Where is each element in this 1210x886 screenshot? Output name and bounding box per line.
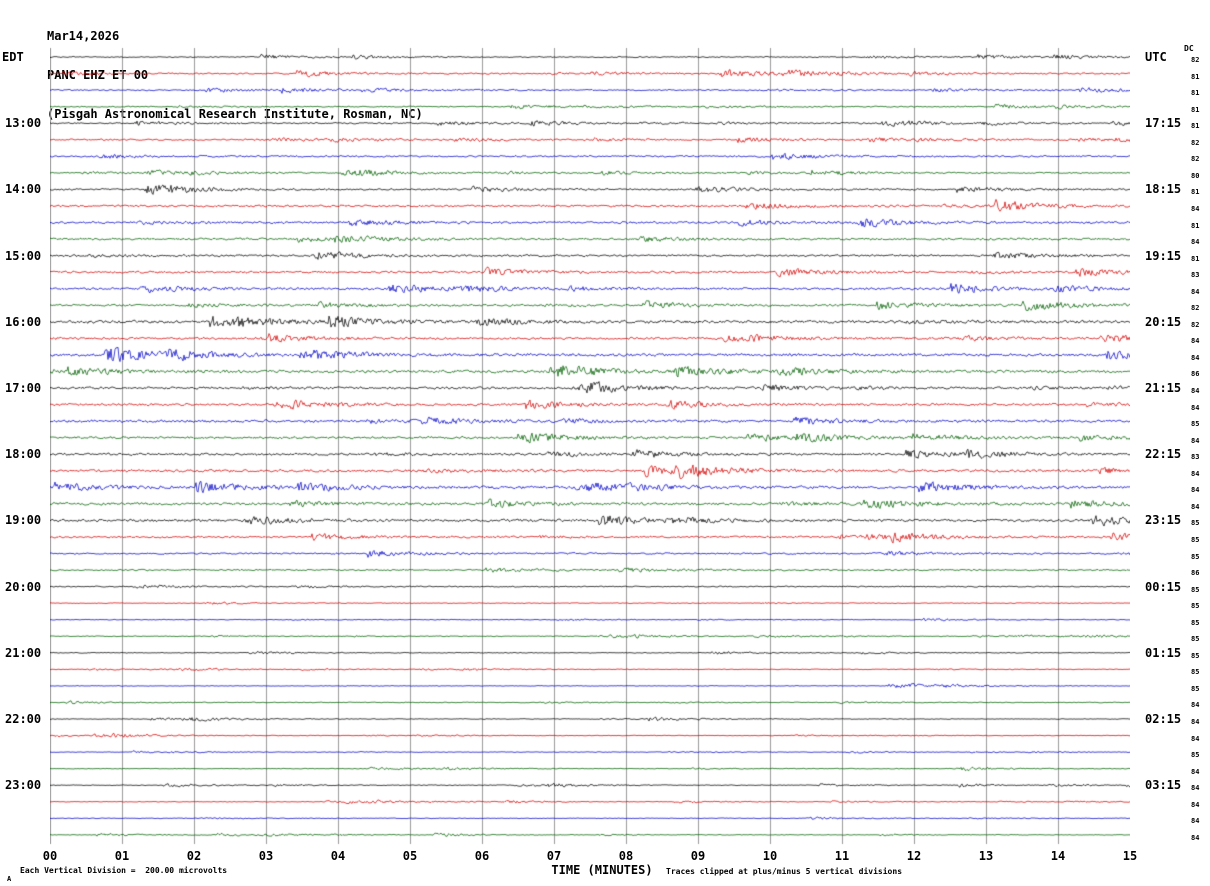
dc-value: 84 (1191, 486, 1200, 495)
dc-value: 85 (1191, 618, 1200, 627)
dc-value: 85 (1191, 684, 1200, 693)
utc-axis-title: UTC (1145, 50, 1167, 64)
edt-hour-label: 23:00 (5, 778, 42, 793)
dc-value: 84 (1191, 238, 1200, 247)
utc-hour-label: 01:15 (1145, 645, 1182, 660)
dc-column-header: DC (1184, 44, 1194, 53)
corner-mark: A (7, 875, 12, 883)
x-tick-label: 01 (114, 849, 130, 863)
dc-value: 84 (1191, 502, 1200, 511)
dc-value: 84 (1191, 287, 1200, 296)
x-tick-label: 04 (330, 849, 346, 863)
dc-value: 85 (1191, 602, 1200, 611)
dc-value: 84 (1191, 387, 1200, 395)
dc-value: 84 (1191, 800, 1200, 809)
x-tick-label: 12 (906, 849, 922, 863)
edt-hour-label: 16:00 (5, 314, 42, 329)
dc-value: 81 (1191, 221, 1200, 230)
dc-value: 82 (1191, 304, 1200, 313)
dc-value: 82 (1191, 320, 1200, 329)
dc-value: 85 (1191, 585, 1200, 594)
dc-value: 84 (1191, 403, 1200, 412)
edt-hour-label: 13:00 (5, 116, 42, 131)
dc-value: 84 (1191, 204, 1200, 213)
edt-hour-label: 21:00 (5, 645, 42, 660)
utc-hour-label: 00:15 (1145, 579, 1182, 594)
utc-hour-label: 18:15 (1145, 182, 1182, 197)
x-tick-label: 15 (1122, 849, 1138, 863)
dc-value: 85 (1191, 420, 1200, 429)
dc-value: 84 (1191, 337, 1200, 346)
dc-value: 82 (1191, 56, 1200, 64)
utc-hour-label: 03:15 (1145, 778, 1182, 793)
edt-hour-label: 22:00 (5, 712, 42, 726)
x-tick-label: 14 (1050, 849, 1066, 863)
x-tick-label: 03 (258, 849, 274, 863)
utc-hour-label: 02:15 (1145, 712, 1182, 726)
dc-value: 85 (1191, 535, 1200, 544)
dc-value: 84 (1191, 734, 1200, 743)
dc-value: 84 (1191, 833, 1200, 842)
utc-hour-label: 19:15 (1145, 248, 1182, 263)
dc-value: 84 (1191, 767, 1200, 776)
dc-value: 81 (1191, 72, 1200, 81)
utc-hour-label: 20:15 (1145, 314, 1182, 329)
edt-axis-title: EDT (2, 50, 24, 64)
dc-value: 85 (1191, 668, 1200, 677)
dc-value: 81 (1191, 188, 1200, 197)
edt-hour-label: 18:00 (5, 447, 42, 462)
dc-value: 83 (1191, 453, 1200, 462)
x-tick-label: 00 (42, 849, 58, 863)
x-tick-label: 05 (402, 849, 418, 863)
dc-value: 85 (1191, 635, 1200, 644)
dc-value: 84 (1191, 817, 1200, 826)
scale-note: Each Vertical Division = 200.00 microvol… (20, 866, 228, 875)
dc-value: 84 (1191, 701, 1200, 710)
dc-value: 83 (1191, 271, 1200, 280)
dc-value: 86 (1191, 370, 1200, 379)
edt-hour-label: 19:00 (5, 513, 42, 528)
x-tick-label: 08 (618, 849, 634, 863)
dc-value: 80 (1191, 171, 1200, 180)
x-tick-label: 02 (186, 849, 202, 863)
dc-value: 85 (1191, 552, 1200, 561)
dc-value: 84 (1191, 469, 1200, 478)
utc-hour-label: 17:15 (1145, 116, 1182, 131)
dc-value: 82 (1191, 138, 1200, 147)
x-tick-label: 13 (978, 849, 994, 863)
utc-hour-label: 22:15 (1145, 447, 1182, 462)
dc-value: 84 (1191, 436, 1200, 445)
dc-value: 81 (1191, 89, 1200, 98)
edt-hour-label: 14:00 (5, 182, 42, 197)
dc-value: 81 (1191, 105, 1200, 114)
edt-hour-label: 20:00 (5, 579, 42, 594)
utc-hour-label: 23:15 (1145, 513, 1182, 528)
clip-note: Traces clipped at plus/minus 5 vertical … (666, 867, 903, 876)
dc-value: 84 (1191, 353, 1200, 362)
dc-value: 81 (1191, 254, 1200, 263)
dc-value: 84 (1191, 784, 1200, 793)
seismogram-canvas (50, 46, 1130, 848)
dc-value: 82 (1191, 155, 1200, 164)
dc-value: 85 (1191, 519, 1200, 528)
x-tick-label: 10 (762, 849, 778, 863)
x-tick-label: 06 (474, 849, 490, 863)
utc-hour-label: 21:15 (1145, 381, 1182, 395)
dc-value: 84 (1191, 718, 1200, 726)
edt-hour-label: 15:00 (5, 248, 42, 263)
dc-value: 85 (1191, 751, 1200, 760)
dc-value: 85 (1191, 651, 1200, 660)
date-line: Mar14,2026 (47, 29, 120, 43)
x-tick-label: 09 (690, 849, 706, 863)
x-tick-label: 11 (834, 849, 850, 863)
edt-hour-label: 17:00 (5, 381, 42, 395)
dc-value: 86 (1191, 569, 1200, 578)
x-axis-label: TIME (MINUTES) (551, 863, 653, 877)
x-tick-label: 07 (546, 849, 562, 863)
dc-value: 81 (1191, 122, 1200, 131)
